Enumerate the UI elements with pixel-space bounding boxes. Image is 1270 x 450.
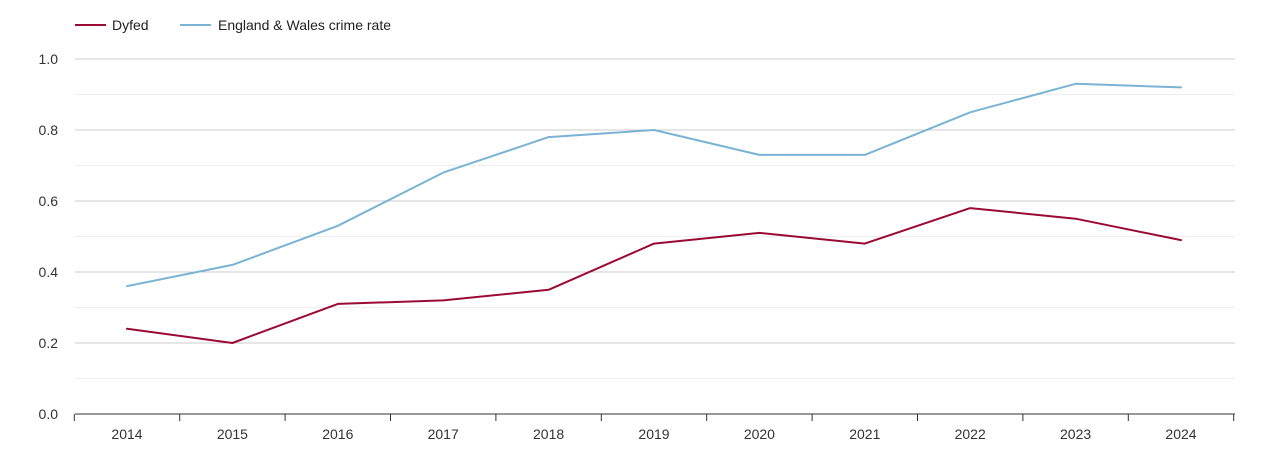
x-tick-label: 2018: [533, 426, 564, 442]
y-tick-label: 0.8: [39, 122, 59, 138]
y-axis: 0.0 0.2 0.4 0.6 0.8 1.0: [39, 51, 59, 422]
series-line-0: [126, 207, 1182, 344]
x-tick-label: 2015: [217, 426, 248, 442]
y-tick-label: 1.0: [39, 51, 59, 67]
x-tick-label: 2023: [1060, 426, 1091, 442]
series-layer: [126, 82, 1182, 344]
y-tick-label: 0.6: [39, 193, 59, 209]
x-tick-label: 2022: [955, 426, 986, 442]
x-tick-label: 2024: [1165, 426, 1196, 442]
y-tick-label: 0.4: [39, 264, 59, 280]
series-line-1: [126, 82, 1182, 288]
x-tick-label: 2014: [111, 426, 142, 442]
y-tick-label: 0.2: [39, 335, 59, 351]
x-tick-label: 2020: [744, 426, 775, 442]
x-tick-label: 2016: [322, 426, 353, 442]
x-axis: 2014 2015 2016 2017 2018 2019 2020 2021 2022 2023…: [73, 413, 1235, 442]
legend: Dyfed England & Wales crime rate: [75, 17, 391, 33]
x-tick-label: 2019: [638, 426, 669, 442]
legend-label: Dyfed: [112, 17, 149, 33]
grid: [75, 58, 1235, 379]
x-tick-label: 2021: [849, 426, 880, 442]
y-tick-label: 0.0: [39, 406, 59, 422]
x-tick-label: 2017: [428, 426, 459, 442]
legend-label: England & Wales crime rate: [218, 17, 391, 33]
